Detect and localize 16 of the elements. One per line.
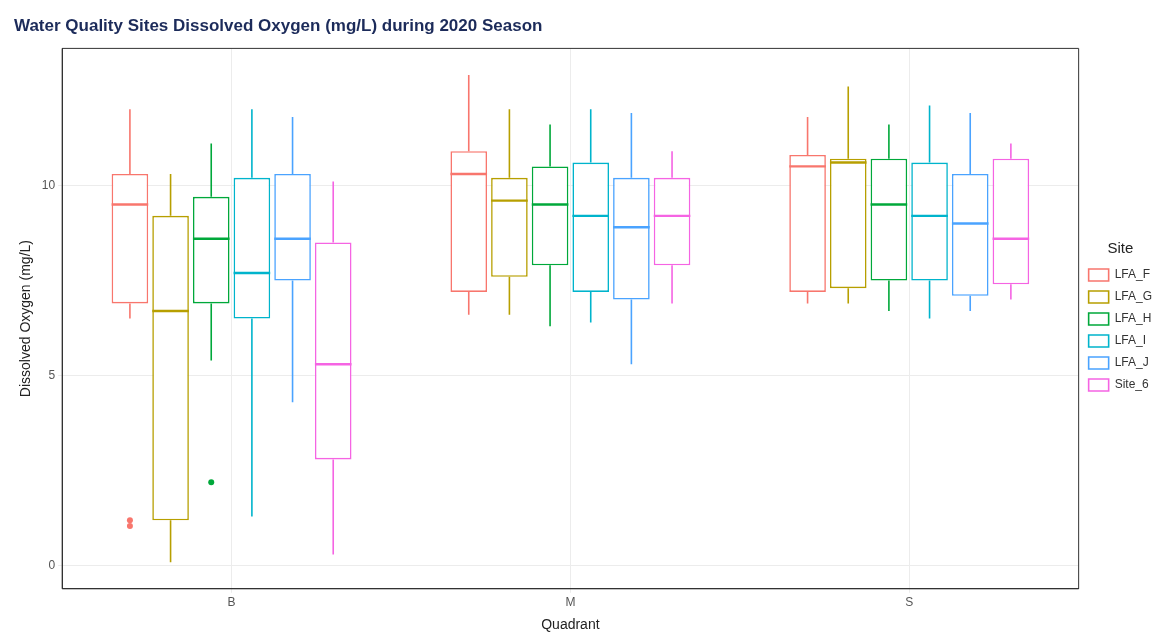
y-tick-label: 5	[48, 368, 56, 382]
legend-label: Site_6	[1114, 377, 1149, 392]
y-axis-title: Dissolved Oxygen (mg/L)	[17, 240, 34, 398]
chart-title: Water Quality Sites Dissolved Oxygen (mg/L) during 2020 Season	[14, 15, 543, 35]
y-tick-label: 0	[48, 558, 56, 573]
legend-label: LFA_G	[1114, 289, 1153, 304]
legend-label: LFA_F	[1114, 267, 1151, 282]
legend-title: Site	[1107, 238, 1134, 256]
y-tick-label: 10	[41, 177, 56, 192]
x-axis-title: Quadrant	[541, 616, 600, 633]
legend-label: LFA_J	[1114, 355, 1149, 370]
legend-label: LFA_I	[1114, 333, 1147, 348]
x-tick-label: B	[227, 595, 236, 610]
legend-label: LFA_H	[1114, 311, 1152, 326]
x-tick-label: M	[565, 595, 576, 610]
x-tick-label: S	[905, 595, 914, 610]
